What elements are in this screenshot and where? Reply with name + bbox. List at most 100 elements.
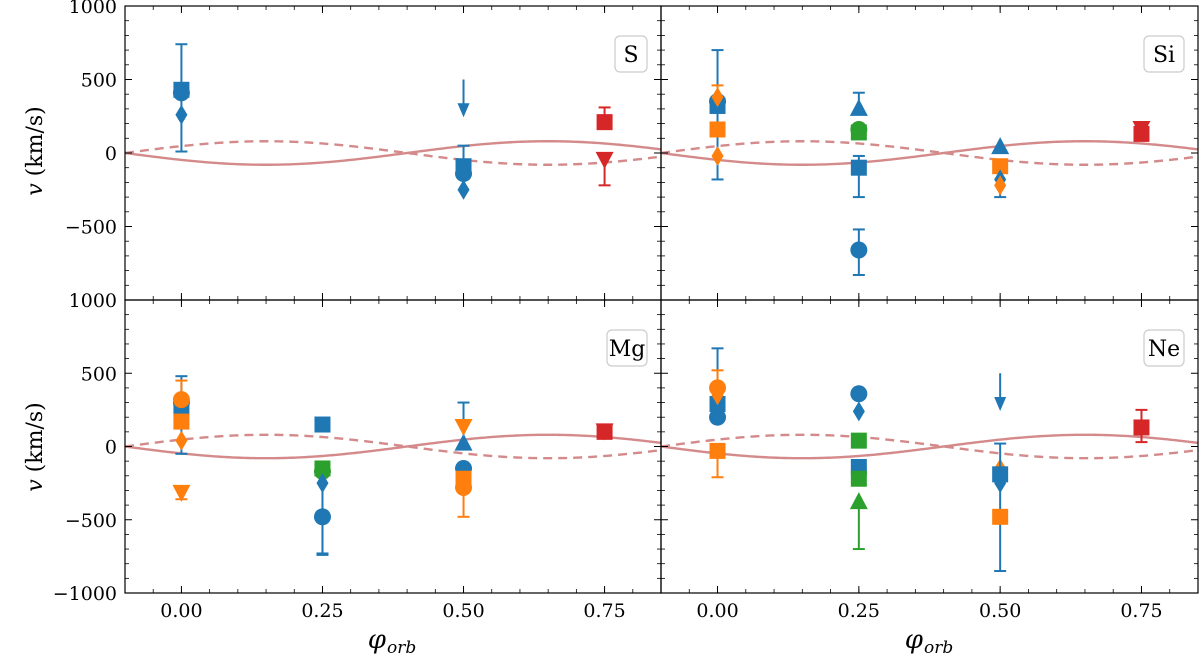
upper-limit-arrowhead [994,396,1007,411]
panel-ne: 0.00 0.25 0.50 0.75 Ne [660,299,1199,622]
circle-marker [455,479,473,497]
data-point-square [314,416,331,433]
square-marker [1133,125,1150,142]
data-point-square [709,442,726,479]
plot-area [125,375,661,556]
data-point-diamond [711,385,724,406]
model-curve-solid [125,433,661,460]
data-point-circle [313,462,331,480]
diamond-marker [711,145,724,166]
panel-frame [660,299,1199,594]
model-curve-dashed [661,140,1198,166]
data-point-square [850,470,867,487]
panel-si: Si [660,5,1199,301]
data-point-triangle_up [991,137,1010,155]
data-point-square [173,413,190,430]
model-curve-dashed [661,433,1198,460]
y-tick-label: 500 [81,363,117,385]
data-point-arrow [457,79,470,118]
circle-marker [172,391,190,409]
data-point-diamond [175,43,188,153]
y-tick-label: −500 [65,510,117,532]
data-point-square [596,423,613,440]
data-point-triangle_down [454,418,473,436]
diamond-marker [994,473,1007,494]
panel-frame [124,299,662,594]
data-point-triangle_down [172,484,191,502]
data-point-diamond [457,179,470,200]
element-label: Mg [609,337,646,362]
square-marker [173,413,190,430]
square-marker [850,124,867,141]
triangle-up-marker [454,433,473,451]
data-point-square [596,106,613,131]
element-label: S [623,43,638,68]
circle-marker [709,408,727,426]
y-tick-label: 0 [105,143,117,165]
data-point-circle [172,379,190,409]
square-marker [850,432,867,449]
data-point-square [850,432,867,449]
plot-area [661,49,1198,277]
data-point-circle [455,479,473,518]
circle-marker [313,508,331,526]
data-point-square [992,508,1009,525]
data-point-circle [850,228,868,277]
data-point-square [709,121,726,138]
square-marker [314,416,331,433]
data-point-triangle_up [849,492,868,551]
y-tick-label: 1000 [69,290,117,312]
element-label-box [1143,35,1185,73]
ylabel-top: v (km/s) [23,106,48,196]
y-tick-label: −1000 [53,583,117,605]
data-point-square [850,124,867,141]
diamond-marker [316,473,329,494]
diamond-marker [175,104,188,125]
panel-frame [660,5,1199,301]
circle-marker [313,462,331,480]
square-marker [596,423,613,440]
data-point-circle [850,385,868,403]
data-point-square [1133,125,1150,142]
x-tick-label: 0.25 [301,600,343,622]
data-point-square [992,442,1009,573]
data-point-circle [709,408,727,426]
upper-limit-arrowhead [457,103,470,118]
triangle-up-marker [849,492,868,510]
data-point-arrow [994,373,1007,411]
triangle-down-marker [172,484,191,502]
element-label: Si [1153,43,1175,68]
data-point-square [850,154,867,199]
square-marker [709,442,726,459]
xlabel-right: φorb [905,625,953,658]
x-tick-label: 0.00 [696,600,738,622]
data-point-diamond [711,145,724,166]
x-tick-label: 0.25 [838,600,880,622]
x-tick-label: 0.00 [160,600,202,622]
data-point-square [992,158,1009,175]
y-tick-label: 500 [81,70,117,92]
y-tick-label: 0 [105,437,117,459]
triangle-down-marker [595,151,614,169]
x-tick-label: 0.50 [979,600,1021,622]
square-marker [596,114,613,131]
y-tick-label: 1000 [69,0,117,18]
square-marker [1133,419,1150,436]
diamond-marker [711,87,724,108]
data-point-triangle_up [849,91,868,116]
element-label-box [606,329,648,367]
panel-s: −500 0 500 1000 S [65,0,662,301]
model-curve-solid [661,433,1198,460]
diamond-marker [457,179,470,200]
square-marker [850,159,867,176]
model-curve-solid [661,140,1198,166]
square-marker [992,158,1009,175]
data-point-circle [313,508,331,556]
square-marker [709,121,726,138]
plot-area [661,347,1198,573]
diamond-marker [994,175,1007,196]
triangle-up-marker [849,98,868,116]
square-marker [850,470,867,487]
x-tick-label: 0.50 [442,600,484,622]
